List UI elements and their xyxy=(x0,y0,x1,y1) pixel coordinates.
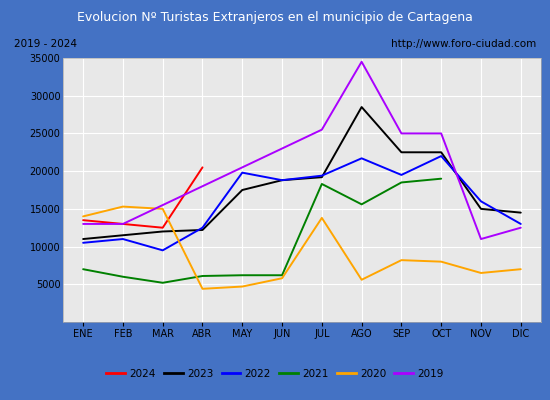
Text: Evolucion Nº Turistas Extranjeros en el municipio de Cartagena: Evolucion Nº Turistas Extranjeros en el … xyxy=(77,10,473,24)
Text: http://www.foro-ciudad.com: http://www.foro-ciudad.com xyxy=(390,39,536,49)
Legend: 2024, 2023, 2022, 2021, 2020, 2019: 2024, 2023, 2022, 2021, 2020, 2019 xyxy=(102,365,448,383)
Text: 2019 - 2024: 2019 - 2024 xyxy=(14,39,77,49)
